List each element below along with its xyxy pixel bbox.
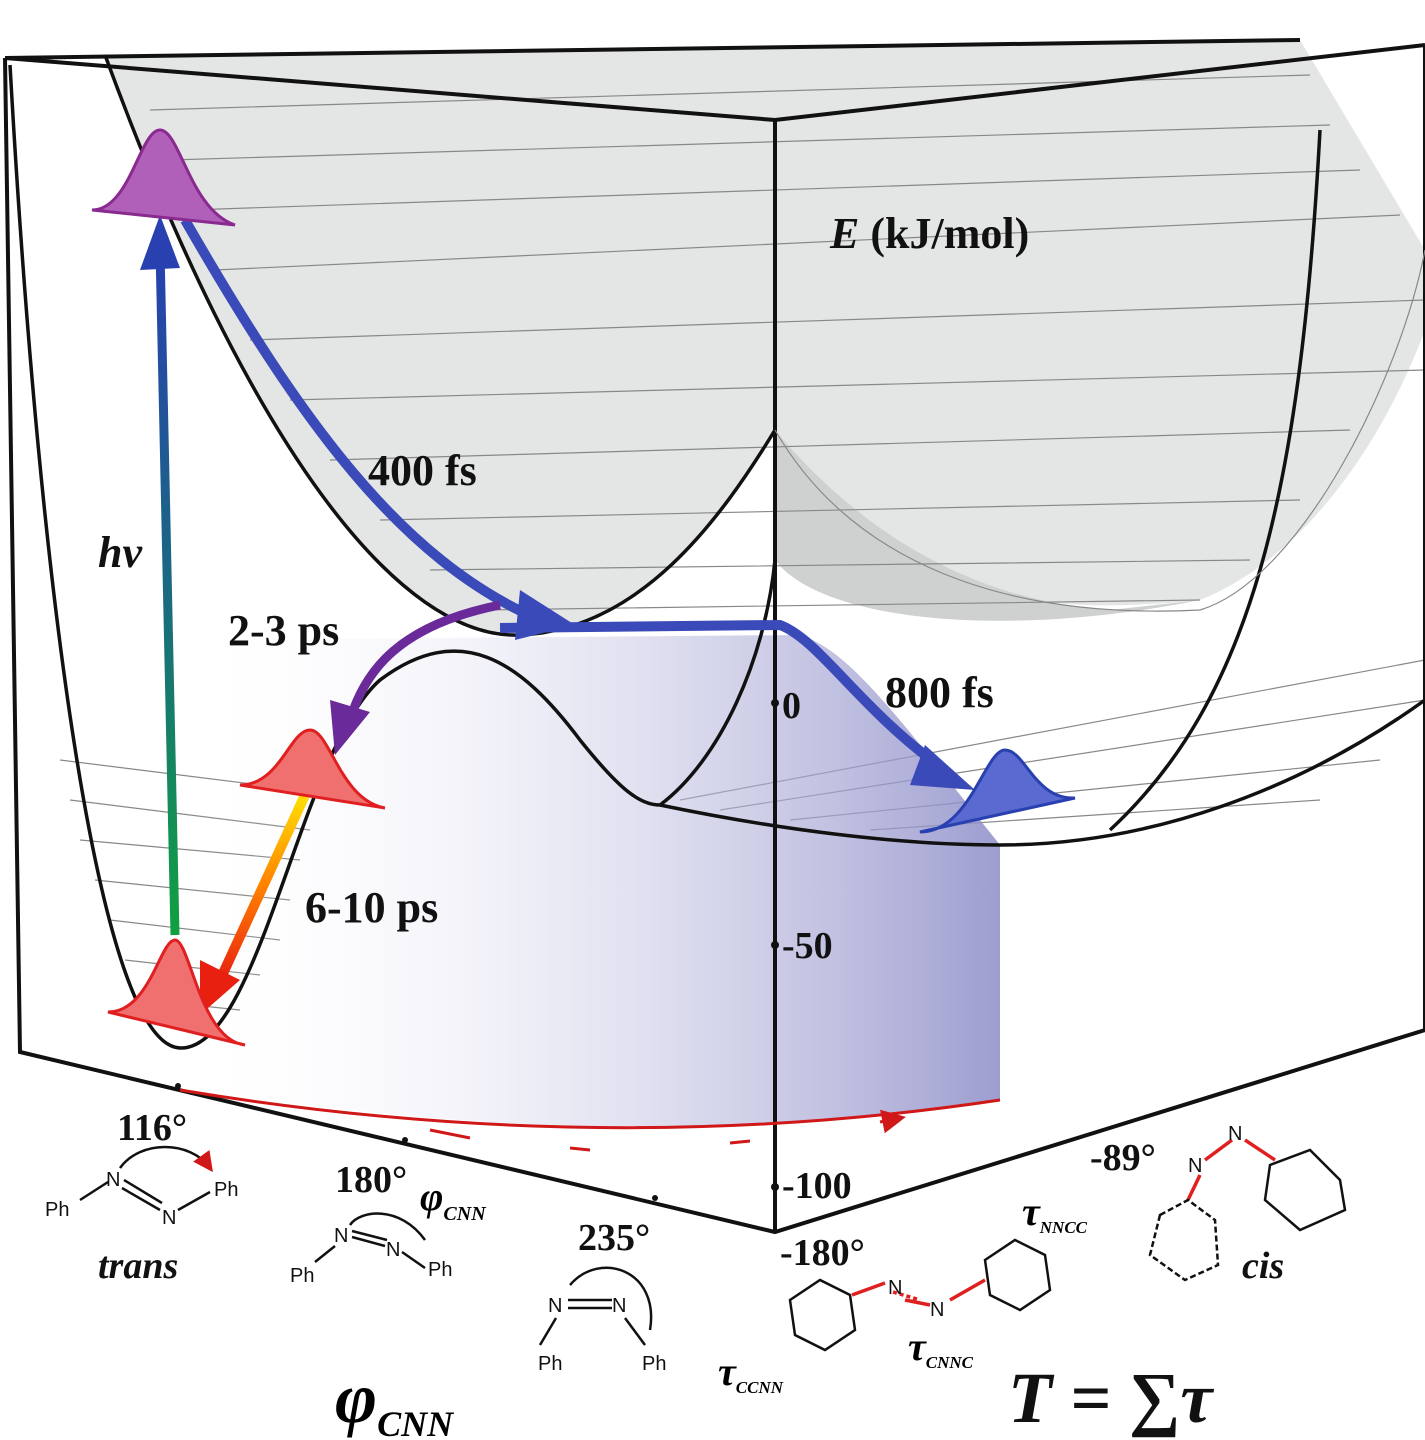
perp-molecule: Ph N N Ph xyxy=(290,1214,452,1287)
atom: N xyxy=(334,1225,348,1247)
timescale-label: 6-10 ps xyxy=(305,883,438,932)
atom: Ph xyxy=(642,1353,666,1375)
isomer-label: trans xyxy=(98,1245,178,1287)
energy-symbol: E xyxy=(829,209,859,258)
linear-molecule: N N Ph Ph xyxy=(538,1268,666,1375)
phi-small-label: φCNN xyxy=(420,1174,487,1225)
atom: N xyxy=(612,1295,626,1317)
energy-tick: 0 xyxy=(782,685,801,727)
atom: N xyxy=(930,1299,944,1321)
phi-symbol: φ xyxy=(335,1358,377,1438)
atom: Ph xyxy=(428,1259,452,1281)
torsion-subscript: CNNC xyxy=(926,1353,974,1372)
atom: N xyxy=(1188,1155,1202,1177)
isomer-label: cis xyxy=(1242,1245,1284,1287)
phi-tick: 235° xyxy=(578,1217,650,1259)
atom: Ph xyxy=(214,1179,238,1201)
trans-molecule: Ph N N Ph xyxy=(45,1147,238,1229)
torsion-symbol: τ xyxy=(718,1349,737,1394)
energy-tick: -50 xyxy=(782,925,833,967)
torsion-label: τNNCC xyxy=(1022,1189,1088,1237)
timescale-label: 2-3 ps xyxy=(228,606,339,655)
excitation-label: hv xyxy=(98,528,142,577)
atom: N xyxy=(888,1277,902,1299)
formula: T = ∑τ xyxy=(1008,1358,1214,1438)
energy-unit: (kJ/mol) xyxy=(870,209,1029,258)
timescale-label: 400 fs xyxy=(368,446,477,495)
torsion-label: τCCNN xyxy=(718,1349,784,1397)
torsion-subscript: NNCC xyxy=(1039,1218,1088,1237)
phi-subscript: CNN xyxy=(443,1203,487,1225)
phi-subscript: CNN xyxy=(377,1404,455,1440)
phi-tick: 116° xyxy=(117,1107,187,1149)
diagram: E (kJ/mol) 0 -50 -100 hv 400 fs 2-3 ps 8… xyxy=(0,0,1425,1440)
atom: N xyxy=(548,1295,562,1317)
timescale-label: 800 fs xyxy=(885,668,994,717)
page: {"energy_axis": {"symbol": "E", "unit": … xyxy=(0,0,1425,1440)
torsion-label: τCNNC xyxy=(908,1324,974,1372)
atom: Ph xyxy=(45,1199,69,1221)
energy-tick: -100 xyxy=(782,1165,852,1207)
energy-axis-label: E (kJ/mol) xyxy=(829,209,1029,258)
excited-surface xyxy=(105,40,1425,635)
atom: Ph xyxy=(290,1265,314,1287)
atom: N xyxy=(1228,1123,1242,1145)
torsion-subscript: CCNN xyxy=(736,1378,784,1397)
torsion-tick: -89° xyxy=(1090,1137,1156,1179)
phi-tick: 180° xyxy=(335,1159,407,1201)
phi-symbol: φ xyxy=(420,1174,443,1219)
atom: Ph xyxy=(538,1353,562,1375)
torsion-symbol: τ xyxy=(1022,1189,1041,1234)
phi-axis-label: φCNN xyxy=(335,1358,455,1440)
torsion-tick: -180° xyxy=(780,1232,865,1274)
atom: N xyxy=(106,1169,120,1191)
torsion-symbol: τ xyxy=(908,1324,927,1369)
atom: N xyxy=(386,1239,400,1261)
atom: N xyxy=(162,1207,176,1229)
